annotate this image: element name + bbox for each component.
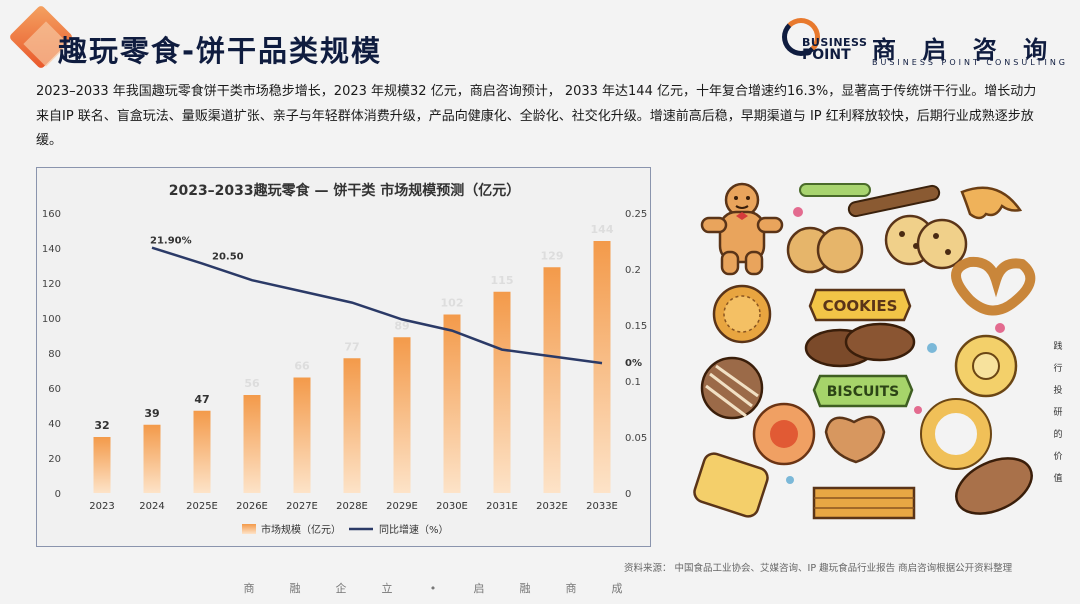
y-tick-left: 100 (42, 314, 61, 325)
bar-2029E (393, 337, 411, 493)
bar-2028E (343, 358, 361, 493)
y-tick-left: 160 (42, 209, 61, 220)
bar-2030E (443, 314, 461, 493)
bar-2023 (93, 437, 111, 493)
x-tick-label: 2032E (536, 501, 568, 512)
bar-2026E (243, 395, 261, 493)
y-tick-right: 0 (625, 489, 631, 500)
y-tick-right-extra: 0% (625, 358, 642, 369)
bar-value-label: 102 (441, 297, 464, 310)
side-char: 的 (1053, 430, 1063, 440)
bar-value-label: 47 (194, 393, 209, 406)
side-char: 践 (1053, 342, 1063, 352)
side-char: 研 (1053, 408, 1063, 418)
bar-value-label: 115 (491, 274, 514, 287)
logo-en-line2: POINT (802, 47, 851, 63)
y-tick-right: 0.25 (625, 209, 647, 220)
biscuits-banner-text: BISCUITS (827, 384, 899, 400)
y-tick-right: 0.1 (625, 377, 641, 388)
line-value-label: 20.50 (212, 251, 244, 262)
logo-cn-text: 商 启 咨 询 (872, 36, 1057, 64)
x-tick-label: 2031E (486, 501, 518, 512)
cookies-illustration: COOKIES BISCUITS (693, 182, 1036, 520)
x-tick-label: 2023 (89, 501, 114, 512)
y-tick-right: 0.15 (625, 321, 647, 332)
footer-char: • (429, 582, 437, 595)
footer-char: 企 (335, 582, 347, 595)
bar-2032E (543, 267, 561, 493)
bar-value-label: 32 (94, 419, 109, 432)
y-tick-right: 0.05 (625, 433, 647, 444)
footer-char: 融 (289, 582, 301, 595)
y-tick-left: 0 (55, 489, 61, 500)
intro-paragraph: 2023–2033 年我国趣玩零食饼干类市场稳步增长，2023 年规模32 亿元… (36, 84, 1037, 148)
y-tick-left: 60 (48, 384, 61, 395)
side-slogan: 践 行 投 研 的 价 值 (1050, 336, 1066, 490)
y-tick-right: 0.2 (625, 265, 641, 276)
x-tick-label: 2029E (386, 501, 418, 512)
bar-2031E (493, 291, 511, 493)
x-tick-label: 2030E (436, 501, 468, 512)
bar-value-label: 129 (541, 249, 564, 262)
company-logo: BUSINESS POINT 商 启 咨 询 BUSINESS POINT CO… (780, 16, 1070, 68)
x-tick-label: 2027E (286, 501, 318, 512)
page-title: 趣玩零食-饼干品类规模 (58, 34, 383, 68)
bar-value-label: 77 (344, 340, 359, 353)
y-tick-left: 20 (48, 454, 61, 465)
legend-label-bar: 市场规模（亿元） (261, 523, 341, 536)
y-tick-left: 40 (48, 419, 61, 430)
cookies-banner-text: COOKIES (823, 297, 898, 315)
legend-swatch-bar (242, 524, 256, 534)
side-char: 行 (1053, 364, 1063, 374)
footer-char: 启 (473, 582, 485, 595)
footer-slogan: 商 融 企 立 • 启 融 商 成 (226, 580, 640, 596)
bar-value-label: 56 (244, 377, 260, 390)
gingerbread-icon (700, 182, 784, 276)
x-tick-label: 2025E (186, 501, 218, 512)
growth-rate-line (151, 246, 603, 365)
bar-2024 (143, 424, 161, 493)
bar-2025E (193, 410, 211, 493)
data-source-note: 资料来源： 中国食品工业协会、艾媒咨询、IP 趣玩食品行业报告 商启咨询根据公开… (624, 563, 1013, 574)
footer-char: 商 (565, 582, 577, 595)
logo-en-line1: BUSINESS (802, 36, 868, 49)
bar-value-label: 89 (394, 319, 409, 332)
bar-2033E (593, 241, 611, 493)
x-tick-label: 2026E (236, 501, 268, 512)
x-tick-label: 2028E (336, 501, 368, 512)
side-char: 投 (1053, 386, 1063, 396)
footer-char: 立 (381, 582, 393, 595)
bar-value-label: 66 (294, 360, 310, 373)
side-char: 值 (1053, 474, 1063, 484)
footer-char: 成 (611, 582, 623, 595)
legend-label-line: 同比增速（%） (379, 523, 449, 536)
x-tick-label: 2033E (586, 501, 618, 512)
y-tick-left: 80 (48, 349, 61, 360)
logo-en-subtitle: BUSINESS POINT CONSULTING (872, 58, 1068, 67)
y-tick-left: 120 (42, 279, 61, 290)
chart-canvas: 0 20 40 60 80 100 120 140 160 0 0.05 0.1 0.15 0.2 0.25… (42, 209, 647, 536)
bar-2027E (293, 377, 311, 493)
side-char: 价 (1053, 452, 1063, 462)
bar-value-label: 39 (144, 407, 159, 420)
footer-char: 融 (519, 582, 531, 595)
x-tick-label: 2024 (139, 501, 164, 512)
y-tick-left: 140 (42, 244, 61, 255)
logo-ring-icon (782, 18, 820, 56)
footer-char: 商 (243, 582, 255, 595)
chart-title: 2023–2033趣玩零食 — 饼干类 市场规模预测（亿元） (168, 183, 521, 199)
line-value-label: 21.90% (150, 236, 192, 247)
market-size-chart: 2023–2033趣玩零食 — 饼干类 市场规模预测（亿元） 0 20 40 60 80… (36, 167, 651, 547)
bar-value-label: 144 (591, 223, 614, 236)
